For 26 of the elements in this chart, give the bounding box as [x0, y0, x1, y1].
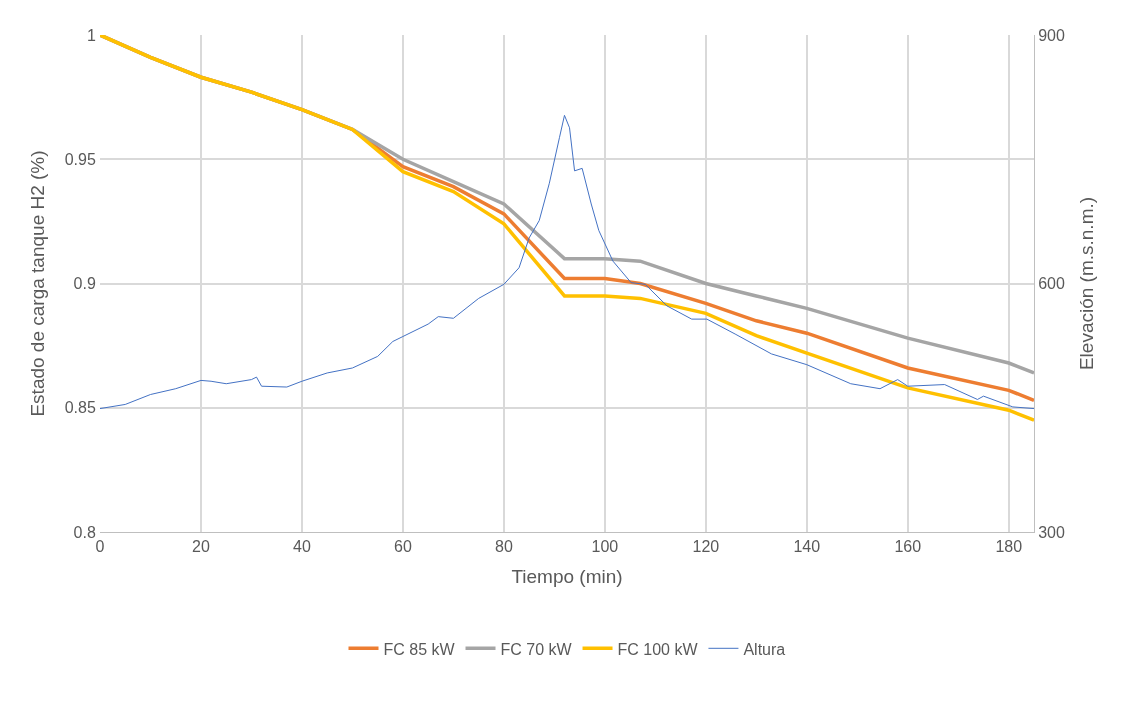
y-axis-title: Estado de carga tanque H2 (%) — [26, 150, 48, 417]
x-tick-label: 0 — [95, 538, 105, 556]
x-tick-label: 180 — [995, 538, 1023, 556]
x-tick-label: 100 — [591, 538, 619, 556]
x-tick-label: 20 — [192, 538, 210, 556]
y2-tick-label: 600 — [1038, 275, 1065, 293]
y2-tick-label: 900 — [1038, 26, 1065, 44]
x-tick-label: 40 — [293, 538, 311, 556]
x-tick-label: 120 — [692, 538, 720, 556]
x-tick-label: 60 — [394, 538, 412, 556]
y-tick-label: 0.9 — [73, 275, 96, 293]
x-axis-title: Tiempo (min) — [511, 566, 623, 587]
x-tick-label: 160 — [894, 538, 922, 556]
y2-tick-label: 300 — [1038, 523, 1065, 541]
legend-label: FC 85 kW — [383, 640, 456, 658]
x-tick-label: 140 — [793, 538, 821, 556]
legend-label: FC 70 kW — [500, 640, 573, 658]
y2-axis-title: Elevación (m.s.n.m.) — [1075, 196, 1097, 371]
x-tick-label: 80 — [494, 538, 513, 556]
y-tick-label: 0.95 — [64, 150, 96, 168]
y-tick-label: 0.8 — [73, 523, 96, 541]
legend-label: FC 100 kW — [617, 640, 699, 658]
legend-label: Altura — [743, 640, 786, 658]
y-tick-label: 0.85 — [64, 399, 96, 417]
line-series — [100, 114, 1034, 410]
y-tick-label: 1 — [86, 26, 96, 44]
